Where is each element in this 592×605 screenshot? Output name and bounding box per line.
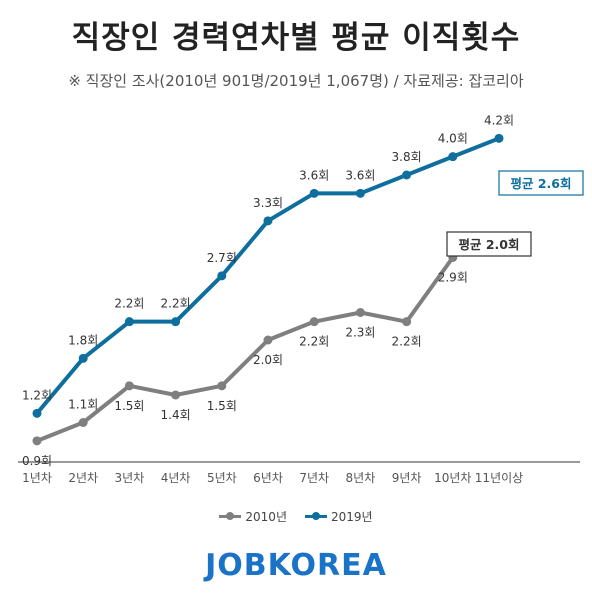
series-layer <box>32 133 504 446</box>
x-tick-label: 3년차 <box>115 471 145 485</box>
x-tick-label: 7년차 <box>299 471 329 485</box>
data-point <box>263 335 273 345</box>
legend-swatch-2010 <box>219 512 242 520</box>
data-point <box>32 436 42 446</box>
average-callout-2019: 평균 2.6회 <box>498 170 584 196</box>
data-point <box>124 381 134 391</box>
legend-item-2010: 2010년 <box>219 508 287 525</box>
legend: 2010년 2019년 <box>0 508 592 525</box>
series-line-2019 <box>35 136 501 416</box>
data-label: 2.2회 <box>392 335 422 349</box>
legend-label-2010: 2010년 <box>245 510 287 524</box>
data-point <box>217 381 227 391</box>
average-callout-2019-text: 평균 2.6회 <box>511 176 572 191</box>
average-callout-2010-text: 평균 2.0회 <box>459 237 520 252</box>
data-label: 1.1회 <box>68 398 98 412</box>
x-tick-label: 9년차 <box>392 471 422 485</box>
data-point <box>78 353 88 363</box>
data-label: 1.4회 <box>161 408 191 422</box>
legend-swatch-2019 <box>305 512 327 520</box>
x-tick-label: 11년이상 <box>475 471 523 485</box>
x-tick-label: 6년차 <box>253 471 283 485</box>
data-label: 1.5회 <box>207 399 237 413</box>
legend-item-2019: 2019년 <box>305 508 373 525</box>
x-axis: 1년차 2년차 3년차 4년차 5년차 6년차 7년차 8년차 9년차 10년차 11년이상 <box>18 461 580 485</box>
x-tick-label: 10년차 <box>434 471 471 485</box>
data-label: 3.3회 <box>253 196 283 210</box>
data-point <box>309 188 319 198</box>
data-point <box>448 152 458 162</box>
x-tick-label: 4년차 <box>161 471 191 485</box>
data-point <box>217 271 227 281</box>
data-label: 2.2회 <box>299 335 329 349</box>
data-point <box>78 418 88 427</box>
jobkorea-logo: JOBKOREA <box>205 548 387 583</box>
data-label: 2.3회 <box>345 326 375 340</box>
data-label: 2.0회 <box>253 353 283 367</box>
data-label: 3.6회 <box>345 168 375 182</box>
chart-subtitle: ※ 직장인 조사(2010년 901명/2019년 1,067명) / 자료제공… <box>68 72 524 90</box>
data-point <box>32 408 42 418</box>
data-point <box>263 216 273 226</box>
data-label: 1.2회 <box>22 388 52 402</box>
data-point <box>171 390 181 400</box>
x-tick-label: 5년차 <box>207 471 237 485</box>
x-tick-label: 8년차 <box>346 471 376 485</box>
data-point <box>402 170 412 180</box>
data-point <box>124 317 134 327</box>
series-line-2010 <box>35 255 455 443</box>
data-label: 4.2회 <box>484 113 514 127</box>
legend-label-2019: 2019년 <box>331 510 373 524</box>
data-label: 1.5회 <box>114 399 144 413</box>
average-callout-2010-box <box>446 231 532 257</box>
average-callout-2010: 평균 2.0회 <box>446 231 532 257</box>
data-point <box>355 188 365 198</box>
data-label: 2.7회 <box>207 251 237 265</box>
data-label: 1.8회 <box>68 333 98 347</box>
data-point <box>494 133 504 143</box>
x-tick-label: 1년차 <box>22 471 52 485</box>
data-label: 2.2회 <box>114 297 144 311</box>
line-chart: 1년차 2년차 3년차 4년차 5년차 6년차 7년차 8년차 9년차 10년차 11년이상 0.9… <box>18 113 584 485</box>
data-point <box>171 317 181 327</box>
data-point <box>402 317 412 327</box>
data-labels: 0.9회 1.1회 1.5회 1.4회 1.5회 2.0회 2.2회 2.3회 2.2회 2.9회… <box>22 113 584 468</box>
average-callout-2019-box <box>498 170 584 196</box>
data-point <box>309 317 319 327</box>
data-label: 0.9회 <box>22 454 52 468</box>
data-label: 3.8회 <box>392 150 422 164</box>
data-point <box>355 308 365 317</box>
data-label: 2.2회 <box>161 297 191 311</box>
x-tick-label: 2년차 <box>68 471 98 485</box>
chart-title: 직장인 경력연차별 평균 이직횟수 <box>71 20 521 56</box>
data-label: 4.0회 <box>438 132 468 146</box>
data-label: 2.9회 <box>438 271 468 285</box>
data-label: 3.6회 <box>299 168 329 182</box>
